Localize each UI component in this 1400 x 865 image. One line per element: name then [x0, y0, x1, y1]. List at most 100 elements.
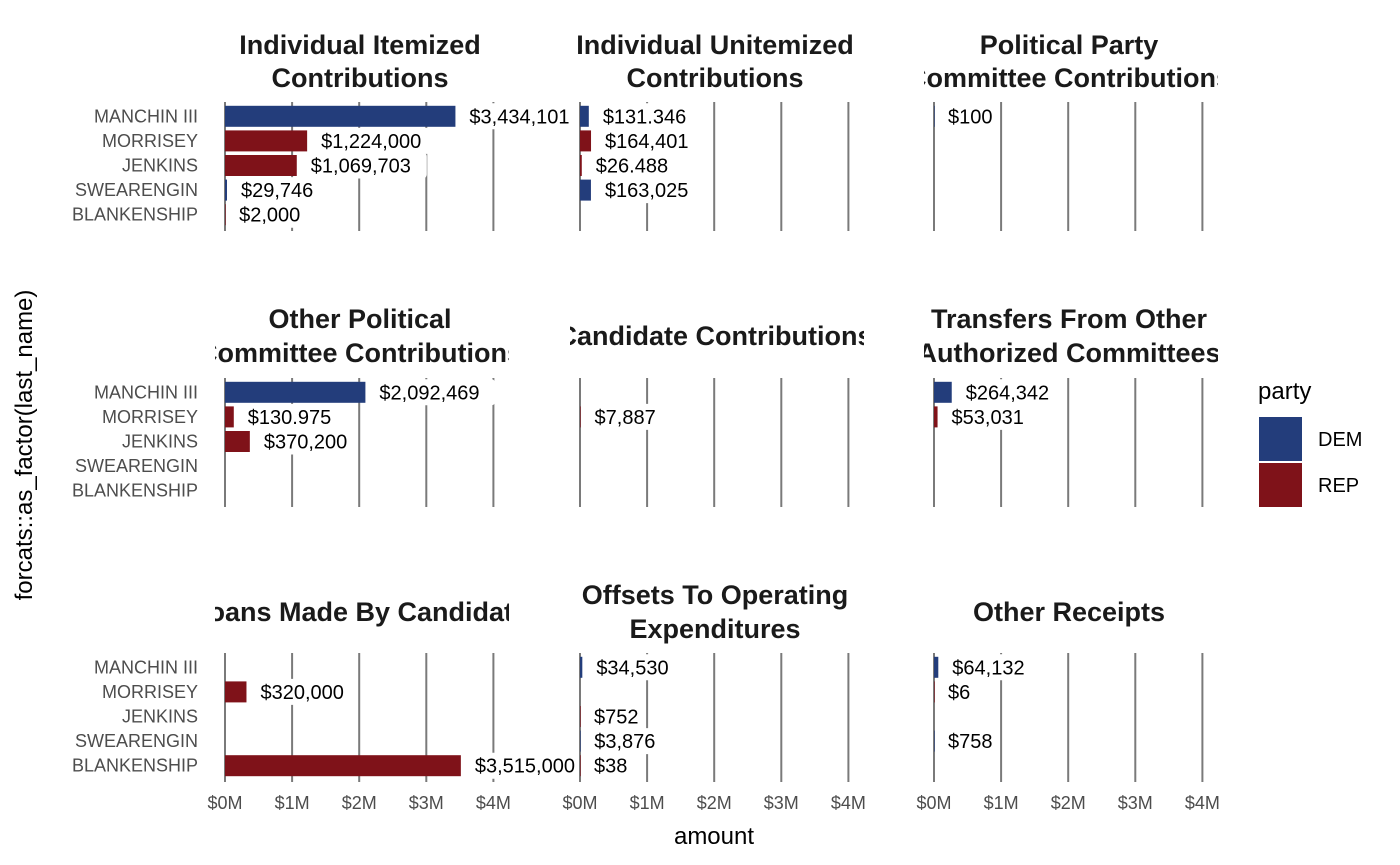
- category-label: JENKINS: [122, 432, 198, 452]
- bar: [580, 105, 589, 127]
- data-label: $130.975: [248, 407, 331, 429]
- bar: [225, 105, 456, 127]
- bar: [934, 105, 935, 127]
- panel-title: Other Receipts: [973, 597, 1165, 627]
- data-label-bg: [465, 103, 586, 130]
- data-label: $7,887: [595, 407, 656, 429]
- data-label-bg: [236, 177, 324, 204]
- legend: party DEM REP: [1258, 378, 1362, 507]
- x-tick-label: $0M: [207, 793, 242, 813]
- data-label: $3,515,000: [475, 756, 575, 778]
- data-label-bg: [235, 201, 311, 228]
- data-label: $3,434,101: [469, 106, 569, 128]
- y-axis-title: forcats::as_factor(last_name): [11, 290, 38, 601]
- bar: [580, 406, 581, 428]
- bar: [225, 130, 308, 152]
- category-label: SWEARENGIN: [75, 180, 198, 200]
- data-label: $64,132: [952, 657, 1024, 679]
- legend-title: party: [1258, 378, 1311, 405]
- data-label-bg: [470, 752, 591, 779]
- bar: [225, 155, 297, 176]
- data-label: $100: [948, 106, 993, 128]
- x-tick-label: $0M: [916, 793, 951, 813]
- data-label-bg: [590, 728, 666, 755]
- facet-panel: Offsets To Operating Expenditures $34,530 $…: [579, 580, 850, 782]
- data-label-bg: [591, 152, 679, 179]
- data-label-bg: [590, 703, 643, 730]
- panel-title: Individual Unitemized: [576, 30, 854, 60]
- category-label: JENKINS: [122, 156, 198, 176]
- panel-title: Committee Contributions: [198, 338, 522, 368]
- bar: [580, 130, 592, 152]
- category-label: JENKINS: [122, 707, 198, 727]
- bar: [225, 204, 226, 226]
- data-label-bg: [375, 379, 496, 406]
- bar: [225, 381, 366, 403]
- data-label-bg: [944, 678, 975, 705]
- legend-key-rep: [1259, 463, 1302, 507]
- data-label-bg: [306, 152, 427, 179]
- data-label-bg: [259, 428, 358, 455]
- bar: [580, 179, 591, 201]
- data-label-bg: [944, 728, 997, 755]
- facet-panel: Other Receipts $64,132 $6 $758: [933, 597, 1204, 782]
- bar: [580, 730, 581, 752]
- data-label: $1,069,703: [311, 156, 411, 178]
- bar: [934, 406, 938, 428]
- panel-title: Candidate Contributions: [558, 321, 873, 351]
- x-tick-label: $3M: [409, 793, 444, 813]
- category-label: MANCHIN III: [94, 657, 198, 677]
- data-label: $264,342: [966, 382, 1049, 404]
- data-label: $53,031: [952, 407, 1024, 429]
- panel-title: Contributions: [272, 63, 449, 93]
- panel-title: Other Political: [268, 304, 451, 334]
- panel-title: Loans Made By Candidate: [192, 597, 528, 627]
- x-tick-label: $2M: [1051, 793, 1086, 813]
- x-tick-label: $2M: [342, 793, 377, 813]
- data-label: $163,025: [605, 180, 688, 202]
- bar: [225, 406, 234, 428]
- panel-title: Expenditures: [629, 614, 800, 644]
- data-label-bg: [961, 379, 1060, 406]
- bar: [580, 656, 583, 678]
- data-label: $3,876: [594, 731, 655, 753]
- category-label: BLANKENSHIP: [72, 756, 198, 776]
- data-label: $164,401: [605, 131, 688, 153]
- category-label: SWEARENGIN: [75, 456, 198, 476]
- facet-panel: Other Political Committee Contributions $2…: [198, 304, 522, 507]
- data-label: $2,092,469: [379, 382, 479, 404]
- bar: [934, 681, 935, 703]
- data-label: $758: [948, 731, 993, 753]
- panel-title: Individual Itemized: [239, 30, 481, 60]
- x-tick-label: $0M: [562, 793, 597, 813]
- data-label-bg: [590, 752, 632, 779]
- data-label: $370,200: [264, 432, 347, 454]
- category-label: MANCHIN III: [94, 106, 198, 126]
- panel-title: Authorized Committees: [917, 338, 1220, 368]
- category-label: SWEARENGIN: [75, 731, 198, 751]
- legend-key-dem: [1259, 417, 1302, 461]
- data-label-bg: [317, 127, 438, 154]
- bar: [580, 755, 581, 777]
- data-label: $38: [594, 756, 627, 778]
- bar: [225, 681, 247, 703]
- category-label: MORRISEY: [102, 131, 198, 151]
- data-label-bg: [947, 403, 1034, 430]
- x-tick-label: $1M: [630, 793, 665, 813]
- data-label: $2,000: [239, 205, 300, 227]
- data-label-bg: [592, 654, 679, 681]
- x-tick-label: $4M: [476, 793, 511, 813]
- data-label-bg: [948, 654, 1035, 681]
- x-tick-label: $4M: [831, 793, 866, 813]
- facet-panel: Loans Made By Candidate $320,000 $3,515,00…: [192, 597, 591, 782]
- data-label: $752: [594, 707, 639, 729]
- bar: [580, 706, 581, 727]
- bar: [580, 155, 582, 176]
- x-tick-label: $3M: [1118, 793, 1153, 813]
- facet-panel: Transfers From Other Authorized Committee…: [917, 304, 1220, 507]
- panel-title: Committee Contributions: [907, 63, 1231, 93]
- category-label: BLANKENSHIP: [72, 481, 198, 501]
- data-label-bg: [243, 403, 342, 430]
